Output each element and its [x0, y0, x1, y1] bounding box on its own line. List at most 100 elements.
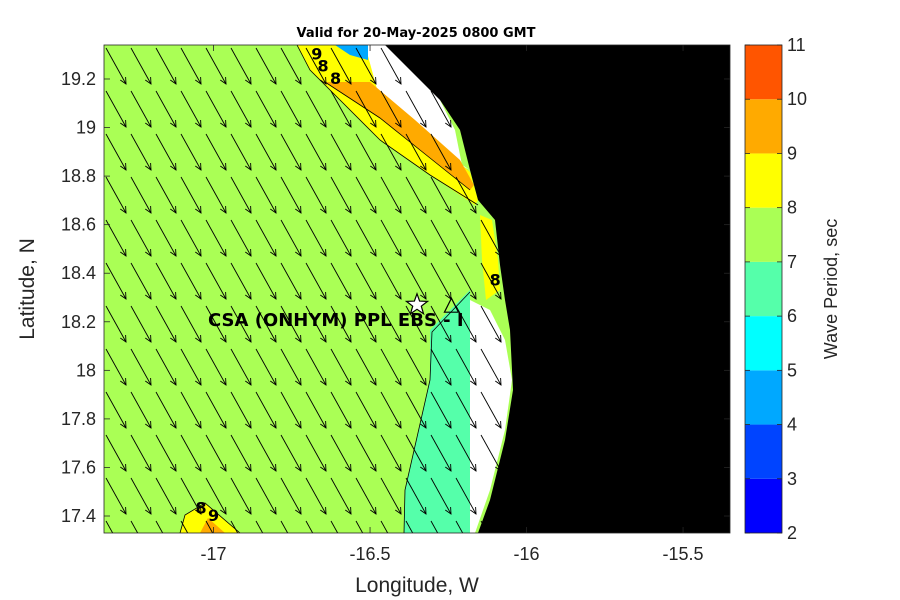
wave-arrow	[105, 391, 127, 429]
wave-arrow	[480, 262, 502, 300]
wave-arrow-head	[395, 550, 401, 557]
wave-arrow-head	[445, 205, 452, 214]
wave-arrow	[255, 434, 277, 472]
wave-arrow	[305, 219, 327, 257]
wave-arrow-head	[420, 162, 427, 171]
wave-arrow-head	[195, 119, 202, 128]
wave-arrow-head	[420, 205, 427, 214]
wave-arrow	[380, 176, 402, 214]
contour-label: 9	[208, 506, 219, 525]
y-tick-label: 17.8	[61, 409, 96, 429]
wave-arrow-head	[445, 377, 452, 386]
colorbar-tick-label: 2	[787, 523, 797, 543]
wave-arrow-head	[220, 334, 227, 343]
wave-arrow	[305, 176, 327, 214]
period-10-11-north-patch	[335, 45, 368, 60]
wave-arrow	[355, 133, 377, 171]
wave-arrow-head	[445, 248, 452, 257]
no-data-coastal-strip	[470, 300, 512, 533]
wave-arrow	[255, 477, 277, 515]
wave-arrow-head	[370, 291, 377, 300]
wave-arrow	[330, 176, 352, 214]
land-mass	[362, 45, 730, 533]
wave-arrow-head	[420, 334, 427, 343]
wave-arrow	[130, 348, 152, 386]
wave-arrow-head	[170, 119, 177, 128]
wave-arrow	[355, 348, 377, 386]
wave-arrow-head	[120, 119, 127, 128]
wave-arrow-head	[370, 162, 377, 171]
wave-arrow	[480, 520, 489, 533]
colorbar-segment	[745, 99, 782, 154]
wave-arrow	[130, 219, 152, 257]
wave-arrow-head	[295, 377, 302, 386]
colorbar-tick-label: 3	[787, 469, 797, 489]
wave-arrow-head	[170, 205, 177, 214]
wave-arrow-head	[270, 248, 277, 257]
wave-arrow-head	[220, 248, 227, 257]
wave-arrow-head	[270, 377, 277, 386]
wave-arrow-head	[220, 377, 227, 386]
wave-arrow	[305, 90, 327, 128]
wave-arrow	[230, 391, 252, 429]
wave-arrow	[205, 47, 227, 85]
wave-arrow	[355, 219, 377, 257]
site-star-marker	[404, 292, 430, 316]
wave-arrow	[280, 176, 302, 214]
colorbar-tick-label: 4	[787, 415, 797, 435]
site-label: CSA (ONHYM) PPL EBS - I	[208, 310, 464, 331]
wave-arrow	[280, 477, 302, 515]
y-tick-label: 17.6	[61, 457, 96, 477]
wave-arrow-head	[320, 506, 327, 515]
wave-arrow-head	[120, 162, 127, 171]
wave-arrow	[255, 348, 277, 386]
wave-direction-arrows	[105, 47, 514, 557]
wave-arrow-head	[420, 463, 427, 472]
wave-arrow	[130, 477, 152, 515]
wave-arrow	[205, 434, 227, 472]
wave-arrow	[180, 305, 202, 343]
wave-arrow-head	[270, 550, 276, 557]
wave-arrow	[505, 520, 514, 533]
site-triangle-marker	[443, 296, 460, 313]
wave-arrow-head	[195, 463, 202, 472]
wave-arrow-head	[345, 377, 352, 386]
wave-arrow	[330, 520, 339, 533]
wave-arrow	[330, 477, 352, 515]
wave-arrow	[105, 47, 127, 85]
wave-arrow-head	[420, 550, 426, 557]
wave-arrow	[430, 176, 452, 214]
wave-arrow-head	[345, 463, 352, 472]
wave-arrow-head	[420, 377, 427, 386]
wave-arrow-head	[370, 463, 377, 472]
colorbar-segment	[745, 45, 782, 100]
colorbar-segment	[745, 316, 782, 371]
x-tick-label: -16.5	[350, 544, 391, 564]
wave-arrow	[380, 348, 402, 386]
y-tick-label: 19.2	[61, 69, 96, 89]
wave-arrow-head	[345, 506, 352, 515]
wave-arrow	[430, 219, 452, 257]
wave-arrow	[180, 47, 202, 85]
wave-arrow	[230, 47, 252, 85]
wave-arrow-head	[420, 119, 427, 128]
wave-arrow-head	[345, 205, 352, 214]
wave-arrow-head	[220, 291, 227, 300]
wave-arrow	[205, 520, 214, 533]
wave-arrow-head	[145, 420, 152, 429]
wave-arrow	[230, 348, 252, 386]
wave-arrow	[205, 391, 227, 429]
wave-arrow	[180, 348, 202, 386]
wave-arrow-head	[470, 550, 476, 557]
wave-arrow-head	[495, 377, 502, 386]
wave-arrow	[405, 219, 427, 257]
wave-arrow	[305, 305, 327, 343]
wave-arrow	[405, 262, 427, 300]
wave-arrow	[280, 434, 302, 472]
wave-arrow	[405, 520, 414, 533]
wave-arrow	[180, 176, 202, 214]
period-8-9-east-strip	[480, 215, 500, 300]
wave-arrow-head	[220, 119, 227, 128]
wave-arrow	[280, 90, 302, 128]
wave-arrow	[230, 90, 252, 128]
